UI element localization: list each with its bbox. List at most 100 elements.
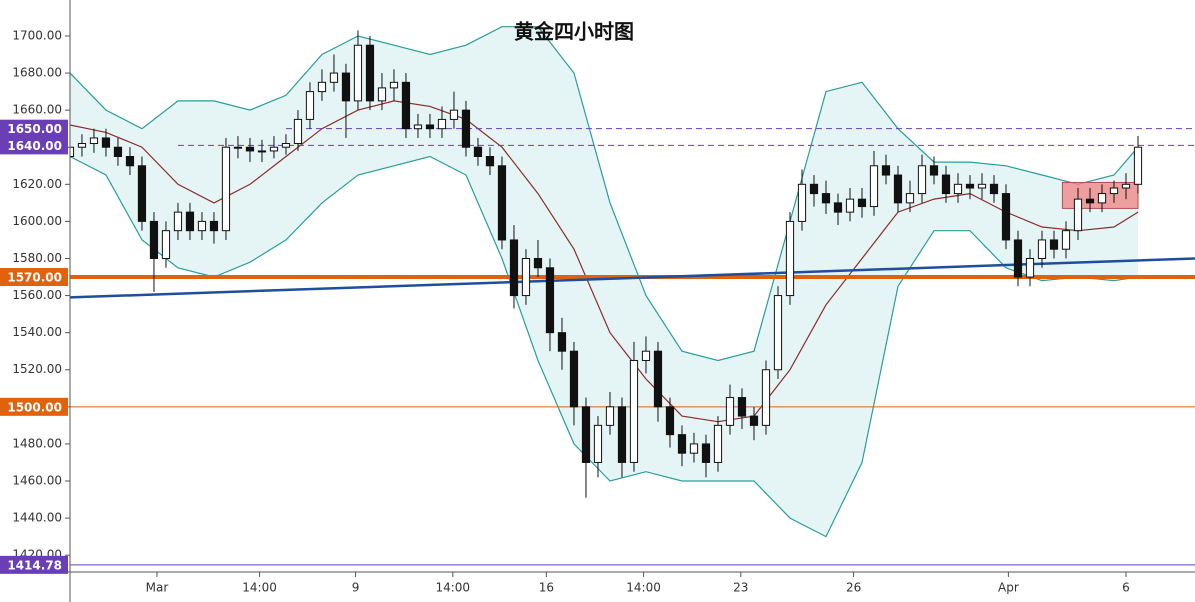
- candle-body: [497, 165, 507, 241]
- x-tick-label: 14:00: [242, 581, 277, 595]
- price-label: 1500.00: [7, 400, 62, 414]
- candle-body: [773, 295, 783, 371]
- candle-body: [377, 87, 387, 102]
- candle-body: [617, 406, 627, 463]
- price-label-box: [0, 119, 68, 138]
- x-tick-label: 14:00: [435, 581, 470, 595]
- candle-body: [305, 91, 315, 120]
- candle-body: [809, 183, 819, 195]
- candle-body: [857, 198, 867, 208]
- y-tick-label: 1660.00: [12, 103, 62, 117]
- candle-body: [821, 193, 831, 204]
- candle-body: [89, 137, 99, 145]
- candle-body: [317, 81, 327, 93]
- candle-body: [797, 183, 807, 222]
- candle-body: [653, 350, 663, 408]
- candle-body: [869, 165, 879, 208]
- candle-body: [749, 415, 759, 426]
- x-tick-label: 23: [733, 581, 748, 595]
- candle-body: [1073, 198, 1083, 232]
- price-label: 1640.00: [7, 139, 62, 153]
- x-tick-label: 26: [846, 581, 861, 595]
- axis-bg: [0, 0, 70, 602]
- candle-body: [1085, 198, 1095, 204]
- candle-body: [1097, 193, 1107, 204]
- candle-body: [101, 137, 111, 148]
- candle-body: [425, 124, 435, 130]
- candle-body: [569, 350, 579, 408]
- candle-body: [593, 424, 603, 463]
- upper-band: [69, 26, 1139, 362]
- candle-body: [929, 165, 939, 176]
- candle-body: [113, 146, 123, 157]
- candle-body: [533, 257, 543, 269]
- candle-body: [1001, 193, 1011, 241]
- x-tick-label: 9: [352, 581, 360, 595]
- y-tick-label: 1580.00: [12, 251, 62, 265]
- band-fill: [70, 26, 1138, 537]
- candle-body: [509, 239, 519, 297]
- candle-body: [689, 443, 699, 454]
- candle-body: [149, 220, 159, 259]
- candle-body: [173, 211, 183, 232]
- candle-body: [1037, 239, 1047, 259]
- candle-body: [641, 350, 651, 361]
- y-tick-label: 1540.00: [12, 325, 62, 339]
- y-tick-label: 1480.00: [12, 436, 62, 450]
- candle-body: [125, 155, 135, 167]
- x-axis-bg: [0, 570, 1195, 602]
- candle-body: [413, 124, 423, 130]
- x-tick-label: Mar: [146, 581, 169, 595]
- candle-body: [233, 146, 243, 149]
- y-tick-label: 1460.00: [12, 473, 62, 487]
- candle-body: [461, 109, 471, 148]
- trendline: [69, 257, 1195, 299]
- candle-body: [881, 165, 891, 176]
- candle-body: [137, 165, 147, 222]
- candle-body: [473, 146, 483, 157]
- price-label: 1650.00: [7, 122, 62, 136]
- candle-body: [545, 267, 555, 334]
- candle-body: [341, 72, 351, 102]
- candle-body: [941, 174, 951, 195]
- candle-body: [917, 165, 927, 195]
- candle-body: [485, 155, 495, 167]
- x-tick-label: 14:00: [626, 581, 661, 595]
- candle-body: [833, 202, 843, 213]
- candle-body: [1133, 146, 1143, 185]
- candle-body: [557, 332, 567, 352]
- candle-body: [845, 198, 855, 213]
- candle-body: [197, 220, 207, 232]
- candle-body: [437, 118, 447, 130]
- candle-body: [365, 44, 375, 102]
- candle-body: [785, 220, 795, 297]
- candle-body: [725, 397, 735, 426]
- x-tick-label: Apr: [998, 581, 1019, 595]
- candle-body: [905, 193, 915, 204]
- candle-body: [1121, 183, 1131, 189]
- candle-body: [1049, 239, 1059, 250]
- y-tick-label: 1600.00: [12, 214, 62, 228]
- candle-body: [629, 359, 639, 463]
- candle-body: [281, 143, 291, 148]
- candle-body: [293, 118, 303, 145]
- x-tick-label: 16: [539, 581, 554, 595]
- candle-body: [1013, 239, 1023, 278]
- candle-body: [245, 146, 255, 152]
- candle-body: [161, 230, 171, 259]
- candle-body: [353, 44, 363, 102]
- price-label-box: [0, 136, 68, 155]
- price-label-box: [0, 555, 68, 574]
- y-tick-label: 1520.00: [12, 362, 62, 376]
- candle-body: [329, 72, 339, 83]
- candle-body: [1025, 257, 1035, 278]
- y-tick-label: 1700.00: [12, 28, 62, 42]
- candle-body: [581, 406, 591, 463]
- candle-body: [965, 183, 975, 189]
- y-tick-label: 1440.00: [12, 511, 62, 525]
- candle-body: [977, 183, 987, 189]
- candle-body: [185, 211, 195, 232]
- candle-body: [401, 81, 411, 130]
- candle-body: [221, 146, 231, 232]
